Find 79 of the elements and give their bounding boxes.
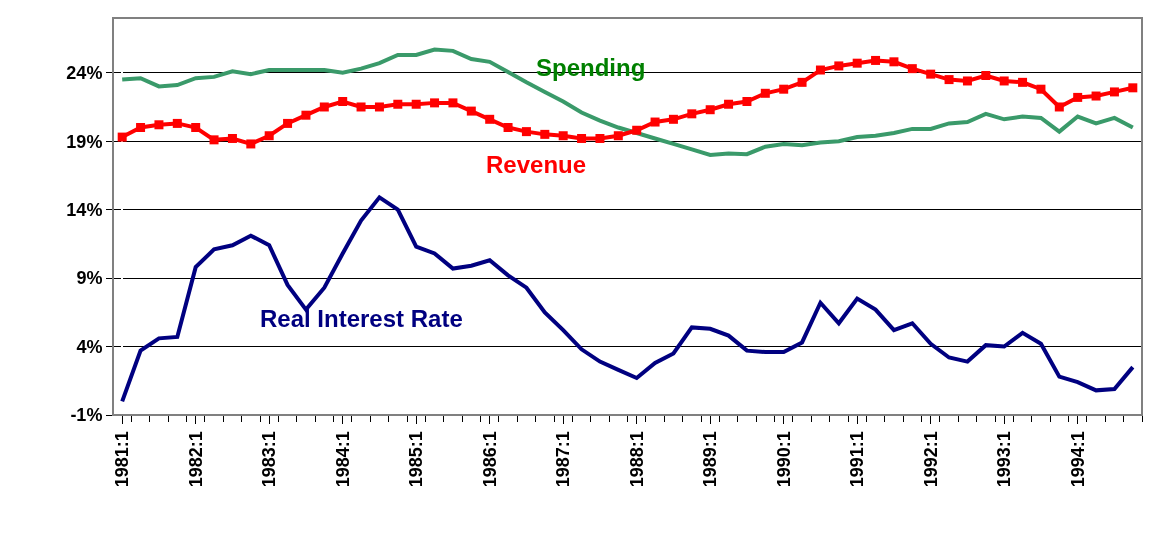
y-tick-label: 14% (66, 199, 103, 220)
point (1109, 87, 1119, 97)
point (503, 123, 513, 133)
x-tick-label: 1993:1 (994, 431, 1015, 488)
point (191, 123, 201, 133)
point (154, 120, 164, 130)
y-tick-label: -1% (70, 405, 103, 426)
point (172, 118, 182, 128)
point (374, 102, 384, 112)
point (962, 76, 972, 86)
point (613, 131, 623, 141)
x-tick-label: 1985:1 (406, 431, 427, 488)
point (540, 129, 550, 139)
point (227, 133, 237, 143)
point (797, 77, 807, 87)
y-tick-label: 4% (76, 336, 103, 357)
point (871, 55, 881, 65)
point (724, 99, 734, 109)
point (926, 69, 936, 79)
point (1128, 83, 1138, 93)
point (117, 132, 127, 142)
point (411, 99, 421, 109)
point (595, 133, 605, 143)
point (356, 102, 366, 112)
x-tick-label: 1981:1 (112, 431, 133, 488)
point (209, 135, 219, 145)
point (393, 99, 403, 109)
point (742, 97, 752, 107)
point (448, 98, 458, 108)
y-tick-label: 19% (66, 131, 103, 152)
point (577, 133, 587, 143)
point (430, 98, 440, 108)
point (1018, 77, 1028, 87)
x-tick-label: 1982:1 (185, 431, 206, 488)
point (1091, 91, 1101, 101)
point (521, 127, 531, 137)
point (944, 75, 954, 85)
point (705, 105, 715, 115)
point (558, 131, 568, 141)
line-series (120, 195, 1135, 404)
point (668, 114, 678, 124)
x-tick-label: 1984:1 (332, 431, 353, 488)
point (264, 131, 274, 141)
x-tick-label: 1983:1 (259, 431, 280, 488)
point (301, 110, 311, 120)
x-tick-label: 1988:1 (626, 431, 647, 488)
point (650, 117, 660, 127)
point (981, 71, 991, 80)
x-tick-label: 1992:1 (920, 431, 941, 488)
series-label: Revenue (486, 151, 587, 178)
point (889, 57, 899, 67)
point (815, 65, 825, 75)
point (852, 58, 862, 68)
point (632, 125, 642, 135)
point (283, 118, 293, 128)
point (338, 97, 348, 107)
point (1073, 92, 1083, 102)
point (246, 139, 256, 149)
point (485, 114, 495, 124)
x-tick-label: 1990:1 (773, 431, 794, 488)
x-tick-label: 1989:1 (700, 431, 721, 488)
point (319, 102, 329, 112)
x-tick-label: 1994:1 (1067, 431, 1088, 488)
series-label: Real Interest Rate (260, 305, 463, 332)
x-tick-label: 1987:1 (553, 431, 574, 488)
point (466, 106, 476, 116)
x-tick-label: 1991:1 (847, 431, 868, 488)
point (136, 123, 146, 133)
y-tick-label: 24% (66, 63, 103, 84)
point (907, 64, 917, 74)
point (760, 88, 770, 98)
x-tick-label: 1986:1 (479, 431, 500, 488)
point (1054, 102, 1064, 112)
point (999, 76, 1009, 86)
point (1036, 84, 1046, 94)
y-tick-label: 9% (76, 268, 103, 289)
point (779, 84, 789, 94)
point (834, 61, 844, 71)
point (687, 109, 697, 119)
